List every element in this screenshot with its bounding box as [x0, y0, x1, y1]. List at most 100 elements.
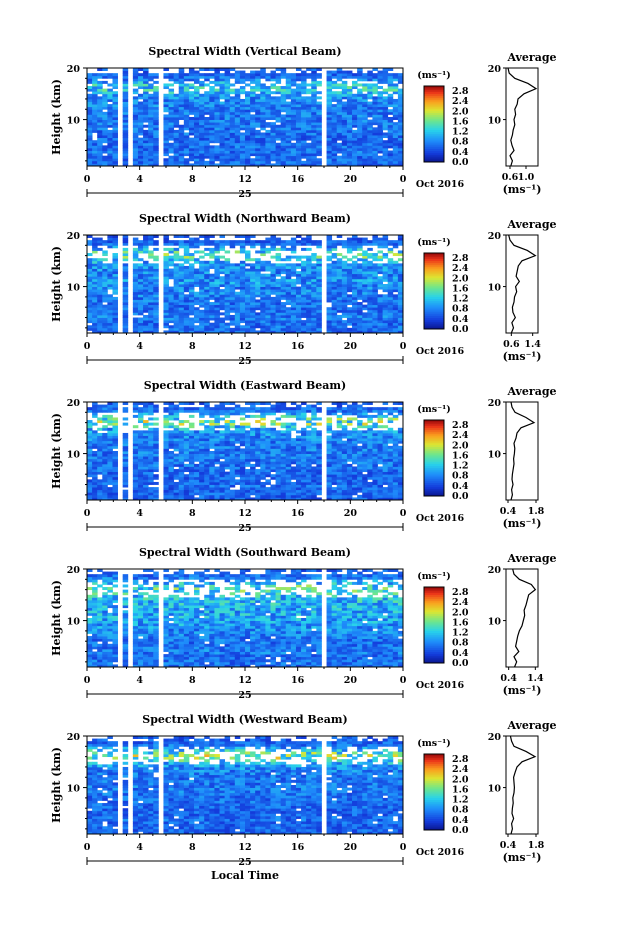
heatmap-cell: [230, 135, 236, 138]
heatmap-cell: [296, 258, 302, 261]
heatmap-cell: [220, 466, 226, 469]
heatmap-cell: [148, 302, 154, 305]
heatmap-cell: [194, 156, 200, 159]
heatmap-cell: [230, 315, 236, 318]
heatmap-cell: [220, 148, 226, 151]
heatmap-cell: [306, 243, 312, 246]
heatmap-cell: [245, 238, 251, 241]
heatmap-cell: [204, 104, 210, 107]
heatmap-cell: [163, 117, 169, 120]
heatmap-cell: [214, 76, 220, 79]
heatmap-cell: [301, 289, 307, 292]
heatmap-cell: [357, 297, 363, 300]
heatmap-cell: [347, 125, 353, 128]
heatmap-cell: [143, 412, 149, 415]
heatmap-cell: [332, 120, 338, 123]
heatmap-cell: [214, 102, 220, 105]
heatmap-cell: [270, 305, 276, 308]
heatmap-cell: [296, 104, 302, 107]
heatmap-cell: [179, 112, 185, 115]
heatmap-cell: [220, 448, 226, 451]
heatmap-cell: [296, 263, 302, 266]
heatmap-cell: [209, 122, 215, 125]
heatmap-cell: [225, 153, 231, 156]
heatmap-cell: [367, 284, 373, 287]
heatmap-cell: [372, 258, 378, 261]
heatmap-cell: [332, 315, 338, 318]
heatmap-cell: [87, 410, 93, 413]
heatmap-cell: [87, 261, 93, 264]
heatmap-cell: [250, 271, 256, 274]
heatmap-cell: [199, 441, 205, 444]
heatmap-cell: [189, 425, 195, 428]
heatmap-cell: [291, 315, 297, 318]
heatmap-cell: [123, 417, 128, 420]
heatmap-cell: [169, 433, 175, 436]
heatmap-cell: [214, 305, 220, 308]
heatmap-cell: [153, 464, 159, 467]
heatmap-cell: [332, 109, 338, 112]
heatmap-cell: [107, 302, 113, 305]
heatmap-cell: [367, 269, 373, 272]
heatmap-cell: [204, 299, 210, 302]
heatmap-cell: [296, 107, 302, 110]
heatmap-cell: [388, 153, 394, 156]
heatmap-cell: [337, 122, 343, 125]
heatmap-cell: [337, 76, 343, 79]
heatmap-cell: [270, 117, 276, 120]
heatmap-cell: [270, 289, 276, 292]
heatmap-cell: [184, 410, 190, 413]
heatmap-cell: [194, 102, 200, 105]
heatmap-cell: [230, 305, 236, 308]
heatmap-cell: [316, 96, 322, 99]
heatmap-cell: [148, 474, 154, 477]
heatmap-cell: [347, 302, 353, 305]
heatmap-cell: [352, 274, 358, 277]
heatmap-cell: [301, 143, 307, 146]
heatmap-cell: [107, 274, 113, 277]
heatmap-cell: [107, 477, 113, 480]
heatmap-cell: [311, 307, 317, 310]
heatmap-cell: [367, 325, 373, 328]
heatmap-cell: [209, 287, 215, 290]
heatmap-cell: [214, 73, 220, 76]
heatmap-cell: [240, 109, 246, 112]
heatmap-cell: [204, 281, 210, 284]
heatmap-cell: [209, 132, 215, 135]
heatmap-cell: [204, 407, 210, 410]
heatmap-cell: [388, 99, 394, 102]
heatmap-cell: [388, 289, 394, 292]
heatmap-cell: [265, 145, 271, 148]
heatmap-cell: [138, 456, 144, 459]
heatmap-cell: [102, 320, 108, 323]
heatmap-cell: [337, 315, 343, 318]
heatmap-cell: [199, 117, 205, 120]
heatmap-cell: [214, 407, 220, 410]
heatmap-cell: [230, 446, 236, 449]
heatmap-cell: [209, 243, 215, 246]
heatmap-cell: [362, 253, 368, 256]
heatmap-cell: [388, 132, 394, 135]
heatmap-cell: [112, 289, 118, 292]
heatmap-cell: [240, 451, 246, 454]
heatmap-cell: [87, 425, 93, 428]
heatmap-cell: [270, 256, 276, 259]
heatmap-cell: [174, 464, 180, 467]
heatmap-cell: [123, 161, 128, 164]
heatmap-cell: [174, 253, 180, 256]
heatmap-cell: [316, 83, 322, 86]
heatmap-cell: [260, 91, 266, 94]
heatmap-cell: [163, 310, 169, 313]
heatmap-cell: [123, 492, 128, 495]
heatmap-cell: [189, 243, 195, 246]
heatmap-cell: [87, 423, 93, 426]
heatmap-cell: [92, 91, 98, 94]
heatmap-cell: [332, 287, 338, 290]
heatmap-cell: [97, 287, 103, 290]
heatmap-cell: [281, 284, 287, 287]
heatmap-cell: [337, 310, 343, 313]
heatmap-cell: [189, 448, 195, 451]
heatmap-cell: [204, 91, 210, 94]
heatmap-cell: [260, 76, 266, 79]
heatmap-cell: [276, 107, 282, 110]
